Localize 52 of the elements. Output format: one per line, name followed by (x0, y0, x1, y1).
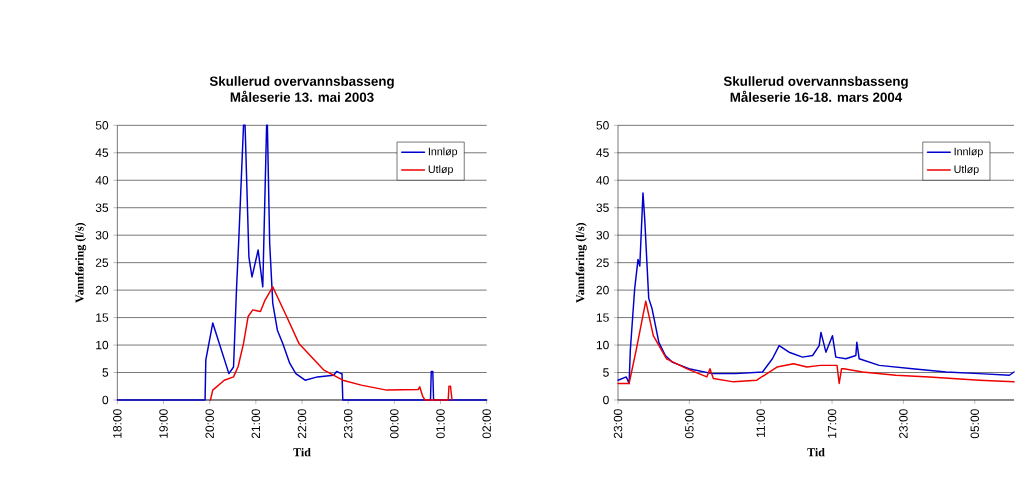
x-tick-label: 11:00 (756, 409, 765, 437)
legend-label: Innløp (428, 147, 458, 158)
y-tick-label: 25 (596, 258, 609, 267)
x-axis-title: Tid (807, 447, 825, 457)
chart-title: Skullerud overvannsbasseng (723, 76, 908, 89)
y-tick-label: 20 (95, 285, 109, 295)
x-tick-label: 05:00 (970, 409, 980, 439)
y-tick-label: 0 (102, 395, 109, 405)
x-tick-label: 00:00 (390, 409, 399, 439)
y-tick-label: 35 (596, 203, 609, 212)
x-tick-label: 19:00 (159, 409, 168, 438)
x-tick-label: 05:00 (685, 409, 694, 439)
line-series (617, 192, 1015, 385)
y-tick-label: 50 (596, 121, 609, 130)
x-tick-label: 21:00 (251, 409, 261, 439)
line-series (116, 124, 488, 401)
y-tick-label: 10 (596, 340, 609, 350)
y-tick-label: 5 (603, 368, 609, 377)
y-axis-title: Vannføring (l/s) (75, 222, 87, 303)
line-series (617, 300, 1015, 385)
chart-title: Skullerud overvannsbasseng (209, 76, 394, 89)
y-tick-label: 25 (95, 258, 109, 267)
y-tick-label: 45 (596, 148, 609, 157)
y-tick-label: 30 (95, 230, 109, 240)
x-tick-label: 23:00 (613, 409, 623, 439)
chart-subtitle: Måleserie 13. mai 2003 (230, 90, 374, 102)
y-tick-label: 20 (596, 285, 609, 295)
x-tick-label: 23:00 (343, 409, 353, 439)
x-tick-label: 01:00 (436, 409, 445, 439)
y-tick-label: 0 (603, 395, 609, 405)
x-tick-label: 02:00 (482, 409, 491, 439)
x-tick-label: 18:00 (113, 409, 122, 438)
x-tick-label: 23:00 (899, 409, 908, 439)
x-axis-title: Tid (293, 447, 311, 457)
x-tick-label: 22:00 (297, 409, 307, 439)
y-tick-label: 5 (102, 368, 109, 377)
y-tick-label: 10 (96, 340, 109, 350)
x-tick-label: 17:00 (827, 409, 837, 438)
chart-subtitle: Måleserie 16-18. mars 2004 (730, 90, 903, 102)
y-tick-label: 35 (95, 203, 109, 212)
y-tick-label: 40 (596, 176, 609, 185)
y-tick-label: 30 (596, 230, 609, 240)
y-tick-label: 40 (95, 176, 109, 185)
y-axis-title: Vannføring (l/s) (575, 222, 587, 303)
legend-label: Utløp (428, 165, 453, 176)
legend-label: Utløp (954, 165, 979, 176)
x-tick-label: 20:00 (205, 409, 214, 439)
y-tick-label: 45 (95, 148, 109, 157)
y-tick-label: 50 (95, 121, 109, 130)
y-tick-label: 15 (596, 313, 609, 322)
legend-label: Innløp (954, 147, 983, 158)
y-tick-label: 15 (96, 313, 109, 322)
